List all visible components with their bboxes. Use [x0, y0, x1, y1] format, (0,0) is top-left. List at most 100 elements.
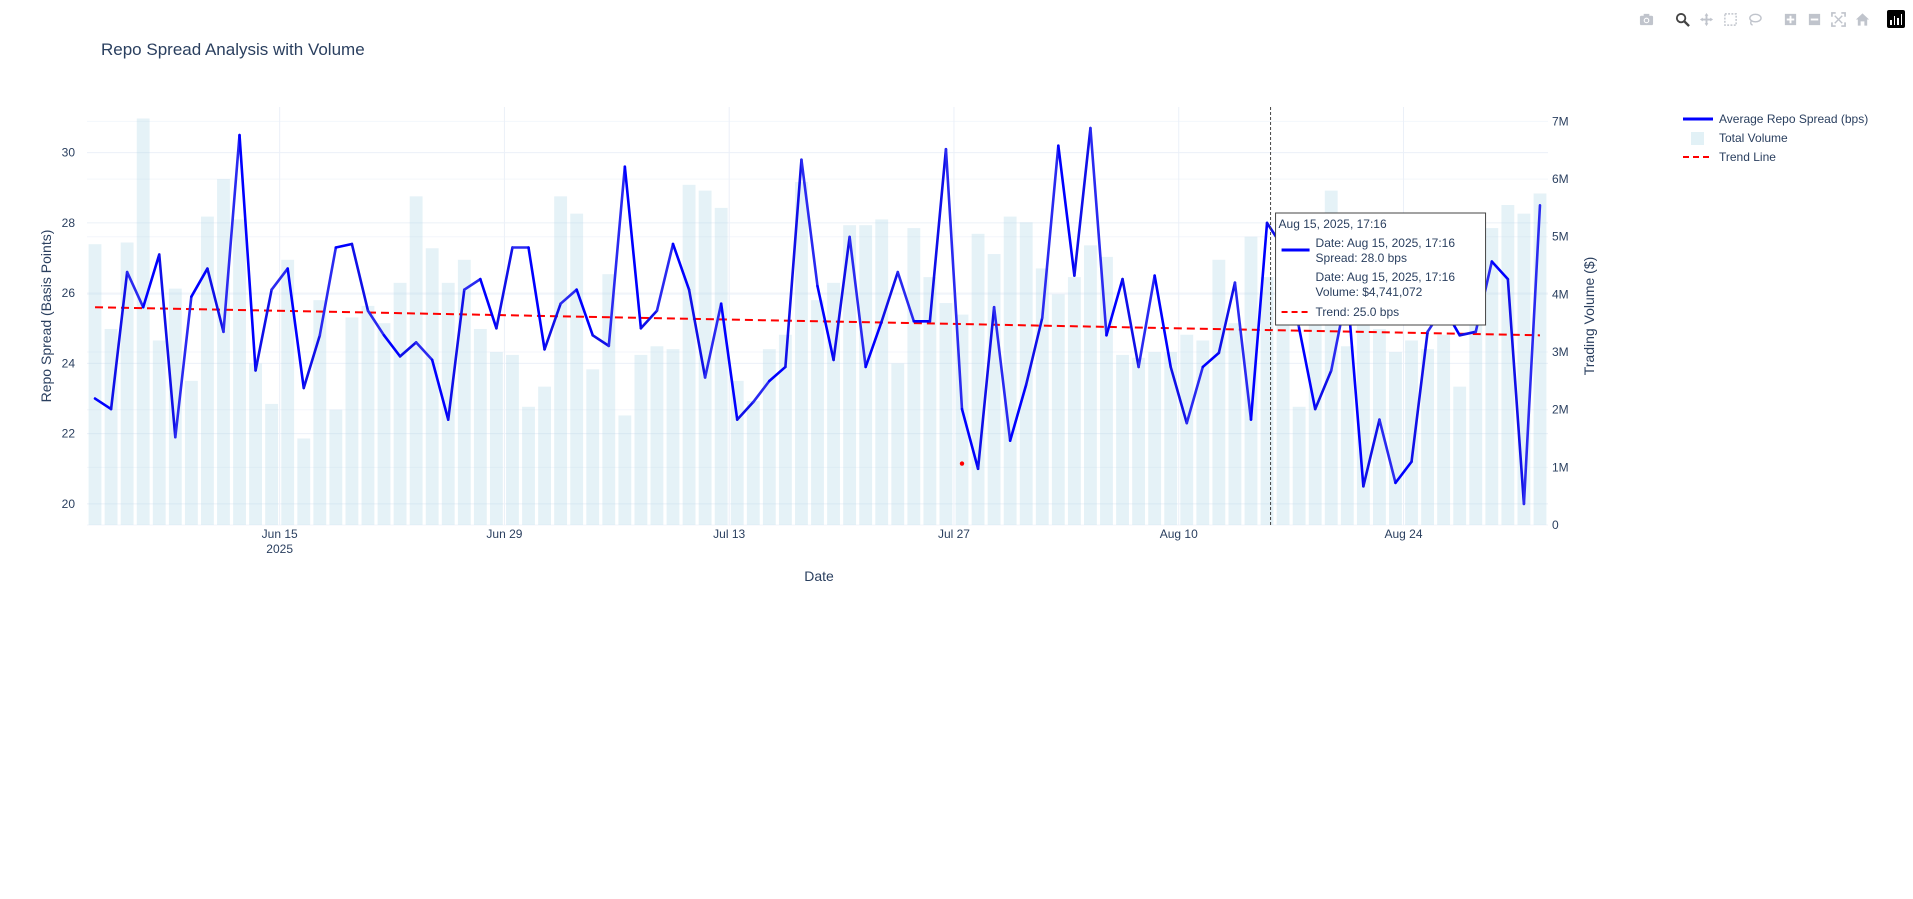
zoom-icon[interactable] [1671, 8, 1693, 30]
spread-line-segment [607, 165, 627, 348]
volume-bar [281, 259, 295, 525]
spread-line-series[interactable] [93, 126, 1542, 506]
legend[interactable]: Average Repo Spread (bps) Total Volume Tre… [1683, 112, 1868, 164]
spread-line-segment [334, 242, 354, 249]
trend-line-series[interactable] [95, 306, 1540, 337]
spread-line-segment [1217, 281, 1237, 355]
gridlines [87, 107, 1548, 526]
box-select-icon[interactable] [1719, 8, 1741, 30]
volume-bar [971, 233, 985, 526]
volume-bar [1292, 406, 1306, 525]
volume-bar [104, 328, 118, 525]
spread-line-segment [543, 302, 562, 351]
zoom-in-icon[interactable] [1779, 8, 1801, 30]
volume-bar [184, 380, 198, 525]
volume-bar [473, 328, 487, 525]
spread-line-segment [479, 277, 498, 330]
volume-bar [233, 219, 246, 525]
spread-line-segment [1506, 277, 1526, 506]
volume-bar [441, 282, 455, 525]
zoom-out-icon[interactable] [1803, 8, 1825, 30]
spread-line-segment [1121, 277, 1140, 369]
spread-line-segment [1137, 274, 1156, 369]
volume-bar [1148, 352, 1162, 525]
annotation-markers [959, 461, 965, 466]
spread-line-segment [366, 309, 386, 337]
spread-line-segment [1522, 204, 1542, 506]
autoscale-icon[interactable] [1827, 8, 1849, 30]
y2-axis-title: Trading Volume ($) [1581, 257, 1597, 376]
volume-bar [746, 401, 760, 525]
volume-bar [891, 363, 905, 525]
volume-bar [1405, 340, 1418, 525]
hover-tooltip: Aug 15, 2025, 17:16 Date: Aug 15, 2025, 1… [1270, 107, 1487, 525]
spread-line-segment [719, 302, 739, 421]
y2-tick-label: 0 [1552, 518, 1559, 532]
spread-line-segment [639, 309, 659, 330]
y2-axis-ticks: 0 1M 2M 3M 4M 5M 6M 7M [1552, 114, 1569, 532]
spread-line-segment [254, 288, 273, 372]
volume-bar [730, 380, 744, 525]
y-tick-label: 28 [62, 216, 76, 230]
volume-bar [987, 254, 1001, 525]
pan-icon[interactable] [1695, 8, 1717, 30]
spread-line-segment [1008, 383, 1028, 442]
volume-bar [1019, 222, 1033, 525]
y-axis-ticks: 20 22 24 26 28 30 [62, 146, 76, 511]
volume-bars[interactable] [88, 118, 1547, 526]
spread-line-segment [1153, 274, 1173, 369]
spread-line-segment [655, 242, 675, 313]
spread-line-segment [864, 319, 884, 369]
y2-tick-label: 3M [1552, 345, 1569, 359]
y-tick-label: 30 [62, 146, 76, 160]
volume-bar [313, 300, 327, 525]
spread-line-segment [735, 400, 755, 421]
volume-bar [1533, 193, 1547, 525]
spread-line-segment [350, 242, 370, 313]
volume-bar [875, 219, 889, 525]
spread-line-segment [703, 302, 723, 379]
volume-bar [618, 415, 632, 525]
y-tick-label: 22 [62, 427, 76, 441]
volume-bar [1196, 340, 1210, 525]
volume-bar [1308, 274, 1322, 525]
spread-line-segment [575, 288, 595, 337]
camera-icon[interactable] [1635, 8, 1657, 30]
spread-line-segment [1089, 126, 1108, 337]
volume-bar [265, 403, 279, 525]
legend-label-trend: Trend Line [1719, 150, 1776, 164]
spread-line-segment [1249, 221, 1269, 421]
volume-bar [1212, 259, 1226, 525]
volume-bar [923, 277, 937, 525]
volume-bar [200, 216, 214, 525]
volume-bar [698, 190, 712, 525]
volume-bar [1501, 205, 1515, 525]
spread-line-segment [591, 334, 611, 348]
spread-line-segment [302, 334, 322, 390]
spread-line-segment [1233, 281, 1253, 421]
volume-bar [666, 349, 680, 525]
volume-bar [361, 305, 375, 525]
volume-bar [1276, 317, 1290, 525]
volume-bar [843, 225, 857, 525]
volume-bar [506, 354, 519, 525]
volume-bar [1517, 213, 1531, 526]
plotly-logo-icon[interactable] [1887, 10, 1905, 28]
spread-line-segment [848, 235, 867, 369]
spread-line-segment [816, 284, 835, 362]
spread-line-segment [1313, 369, 1333, 411]
legend-label-volume: Total Volume [1719, 131, 1788, 145]
home-icon[interactable] [1851, 8, 1873, 30]
volume-bar [634, 354, 648, 525]
spread-line-segment [174, 295, 193, 439]
volume-bar [1084, 245, 1097, 525]
volume-bar [152, 340, 166, 525]
x-tick-label: Jun 15 [262, 527, 298, 541]
lasso-icon[interactable] [1743, 8, 1765, 30]
volume-bar [1051, 294, 1065, 525]
spread-line-segment [286, 267, 306, 390]
volume-bar [939, 303, 953, 525]
x-tick-label: Jul 27 [938, 527, 970, 541]
